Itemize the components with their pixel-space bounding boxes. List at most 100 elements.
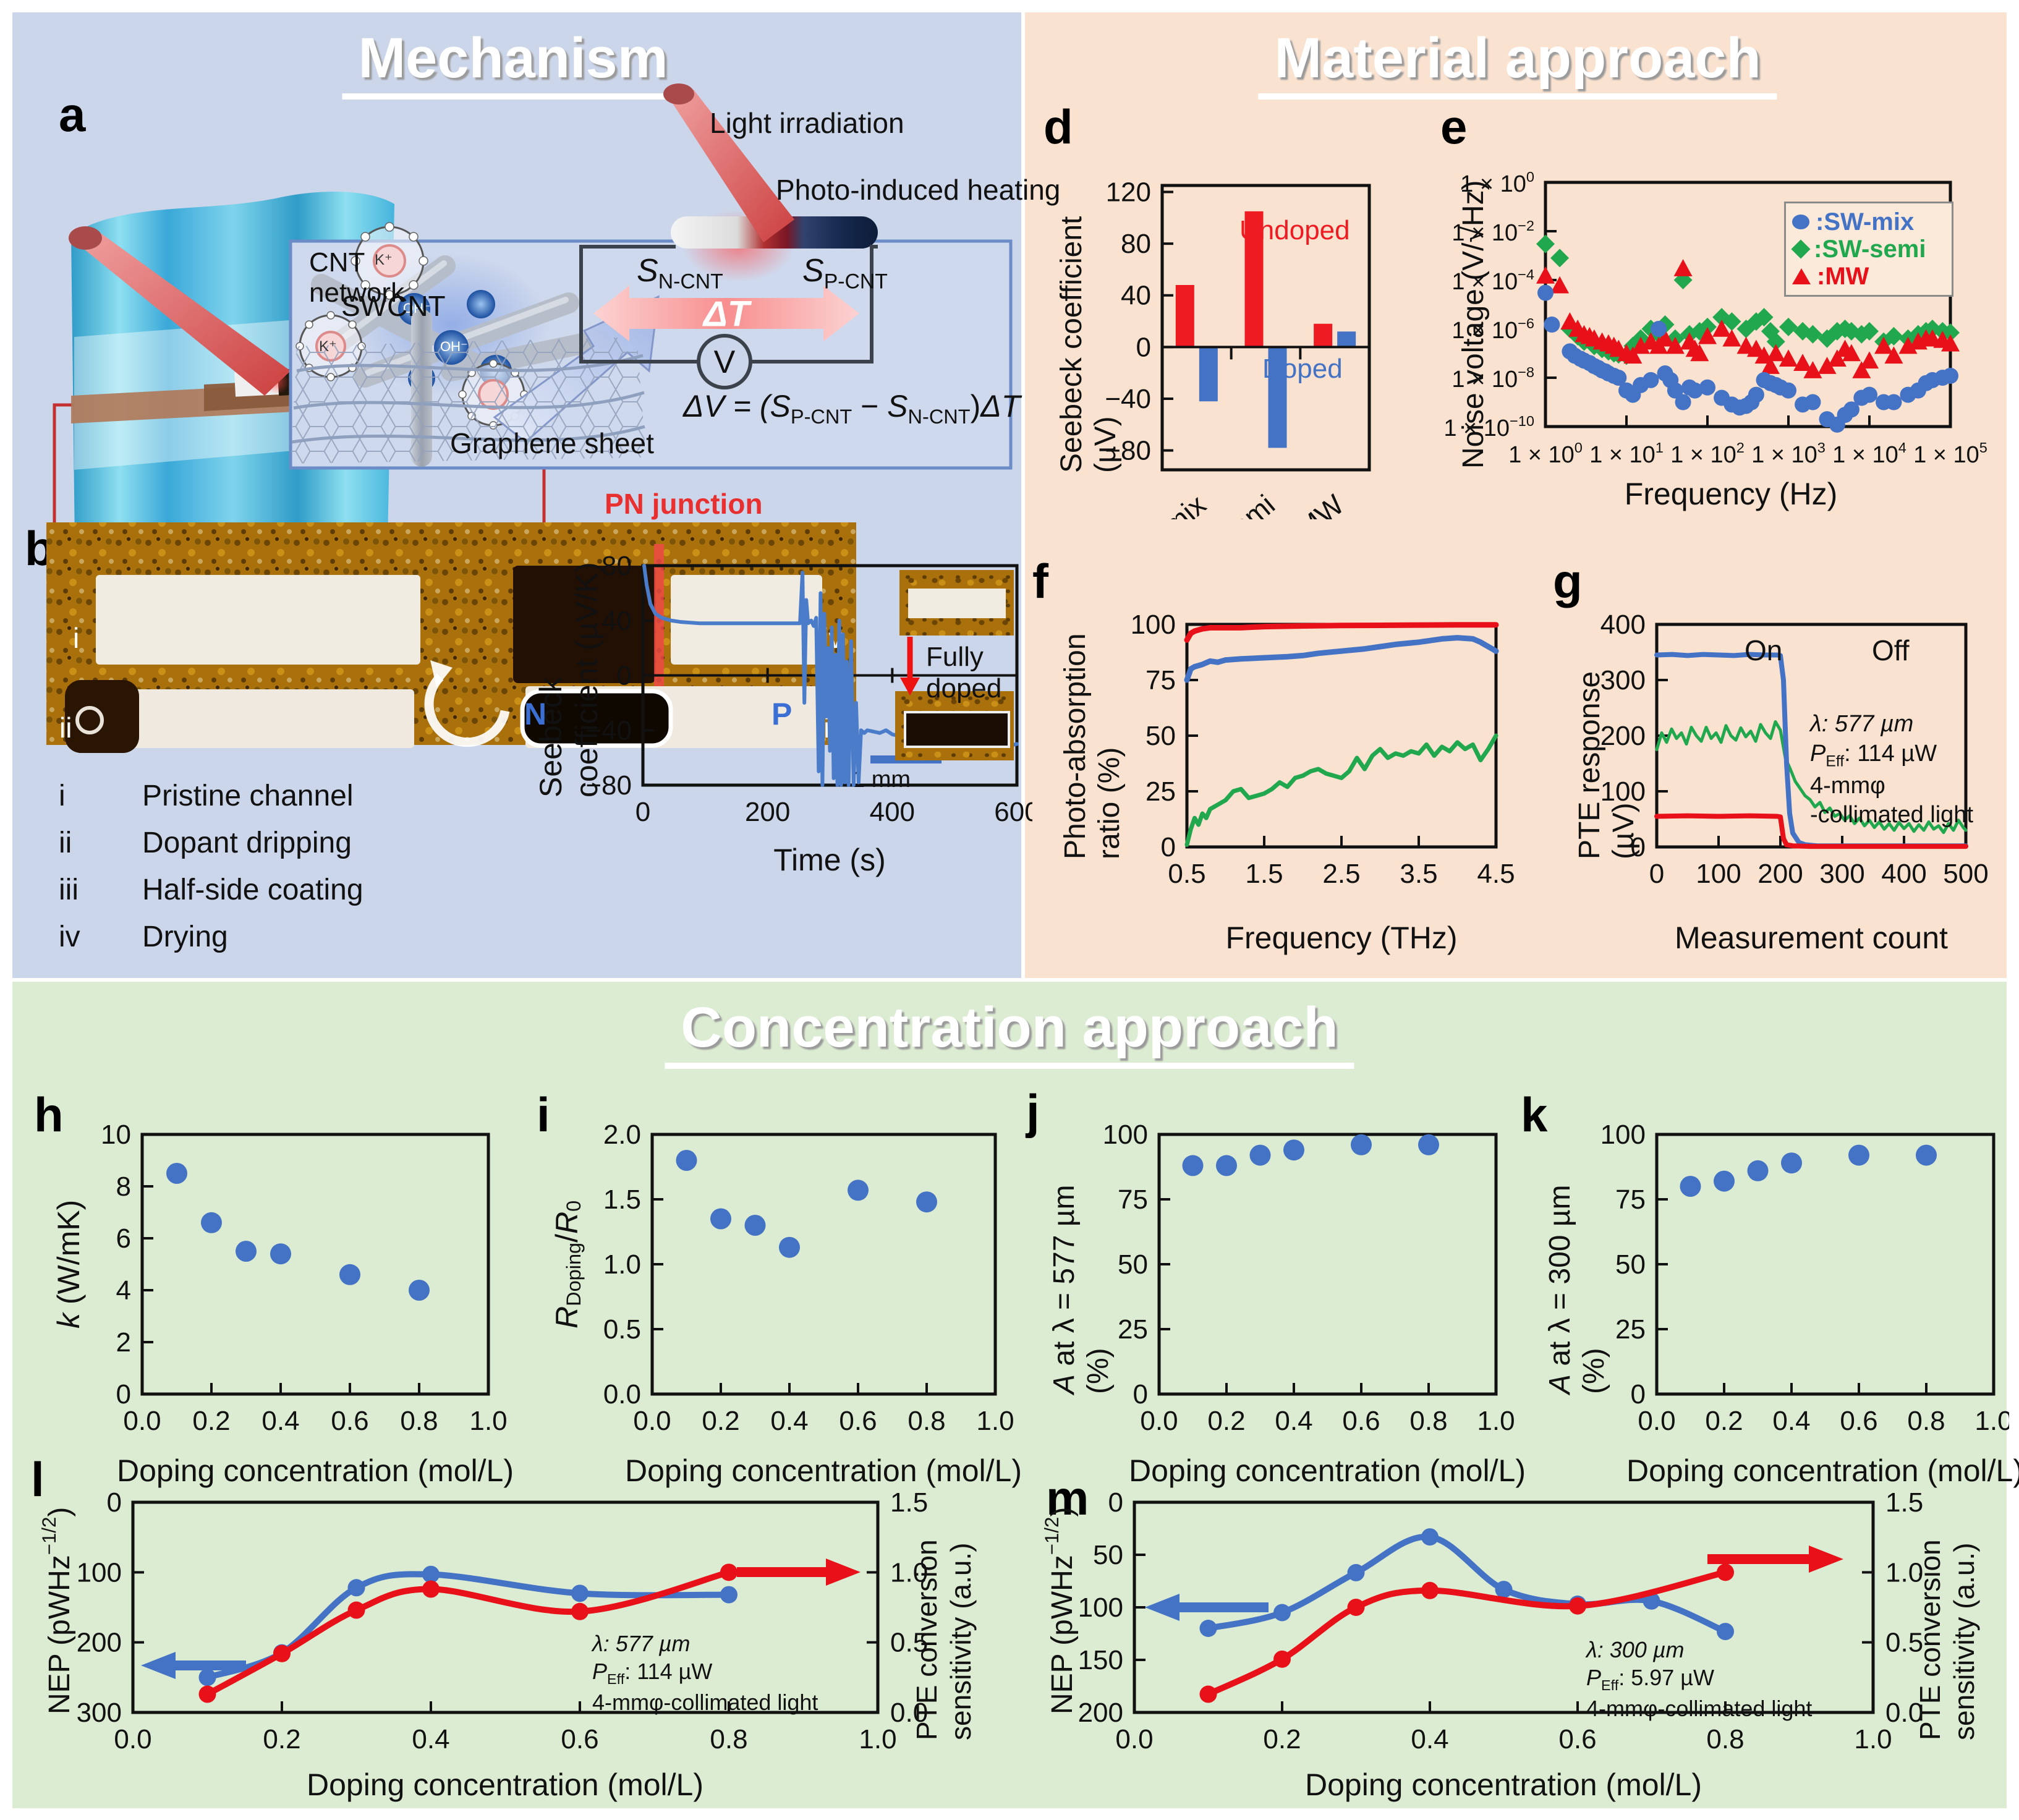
svg-text:1 × 100: 1 × 100	[1508, 440, 1583, 468]
svg-text:200: 200	[77, 1628, 122, 1658]
svg-text:200: 200	[1600, 721, 1646, 751]
svg-text:0: 0	[1133, 1379, 1148, 1410]
chart-f: 0.5 1.5 2.5 3.5 4.5 100 75 50 25 0	[1026, 544, 1539, 980]
svg-text:1 × 104: 1 × 104	[1832, 440, 1906, 468]
svg-text:1.5: 1.5	[603, 1184, 641, 1215]
j-ylabel: A at λ = 577 µm (%)	[1048, 1184, 1115, 1394]
svg-text:0: 0	[1649, 859, 1664, 889]
ion-k-label: K⁺	[375, 252, 393, 268]
svg-text:−40: −40	[585, 715, 632, 746]
panel-letter-d: d	[1044, 100, 1073, 154]
svg-text:10: 10	[101, 1120, 131, 1150]
svg-text:25: 25	[1615, 1314, 1646, 1345]
svg-text:100: 100	[1078, 1593, 1123, 1623]
fully-doped-label: Fully doped	[926, 642, 1002, 704]
svg-text:400: 400	[1600, 610, 1646, 640]
l-annotation: λ: 577 µm PEff: 114 µW 4-mmφ-collimated …	[592, 1631, 818, 1716]
step-ii-text: Dopant dripping	[142, 827, 352, 859]
svg-text:0.6: 0.6	[1840, 1406, 1877, 1436]
photo-mark-ii: ii	[59, 712, 72, 744]
svg-text:400: 400	[870, 797, 915, 827]
concentration-title: Concentration approach	[665, 995, 1354, 1069]
diamond-marker-icon	[1791, 239, 1811, 259]
svg-text:0: 0	[1136, 332, 1151, 362]
svg-text:0.6: 0.6	[331, 1406, 368, 1436]
svg-text:1 × 101: 1 × 101	[1589, 440, 1664, 468]
svg-text:600: 600	[994, 797, 1032, 827]
l-left-arrow	[141, 1652, 246, 1679]
svg-text:−40: −40	[1105, 384, 1151, 414]
c-ylabel: Seebeck coefficient (µV/K)	[533, 562, 604, 797]
l-xlabel: Doping concentration (mol/L)	[307, 1767, 703, 1802]
ion-k-label: K⁺	[319, 338, 337, 355]
svg-text:−80: −80	[1105, 436, 1151, 466]
svg-text:1.0: 1.0	[603, 1249, 641, 1280]
svg-text:100: 100	[1103, 1120, 1148, 1150]
svg-text:100: 100	[1600, 776, 1646, 807]
ion-oh-label: OH⁻	[403, 300, 431, 316]
photo-heating-label: Photo-induced heating	[776, 174, 1061, 206]
s-pcnt-label: SP-CNT	[802, 253, 888, 294]
legend-row-swmix: :SW-mix	[1792, 208, 1945, 236]
svg-text:1 × 10−6: 1 × 10−6	[1452, 315, 1534, 344]
svg-text:1.0: 1.0	[1974, 1406, 2009, 1436]
svg-text:100: 100	[1131, 610, 1176, 640]
legend-row-swsemi: :SW-semi	[1791, 236, 1945, 263]
svg-text:0: 0	[107, 1487, 122, 1518]
svg-text:1.0: 1.0	[469, 1406, 507, 1436]
svg-text:1.5: 1.5	[1245, 859, 1283, 889]
h-ylabel: k (W/mK)	[51, 1199, 86, 1329]
svg-text:1 × 105: 1 × 105	[1913, 440, 1987, 468]
svg-text:0.8: 0.8	[710, 1724, 747, 1754]
step-iv-num: iv	[59, 921, 80, 953]
svg-text:1 × 10−4: 1 × 10−4	[1452, 266, 1534, 295]
panel-letter-e: e	[1440, 100, 1468, 154]
k-xlabel: Doping concentration (mol/L)	[1626, 1453, 2019, 1488]
svg-text:−80: −80	[585, 770, 632, 801]
chart-i: 0.0 0.2 0.4 0.6 0.8 1.0 2.0 1.5 1.0 0.5 0.0	[519, 1051, 1014, 1462]
step-iii-num: iii	[59, 874, 79, 906]
step-i-text: Pristine channel	[142, 780, 354, 812]
svg-text:0.0: 0.0	[603, 1379, 641, 1410]
svg-text:0.0: 0.0	[123, 1406, 161, 1436]
svg-text:75: 75	[1615, 1184, 1646, 1215]
svg-text:1 × 102: 1 × 102	[1670, 440, 1745, 468]
triangle-marker-icon	[1792, 268, 1811, 284]
chart-l: 0.0 0.2 0.4 0.6 0.8 1.0 0 100 200 300 1.5 1.0 0.5 0.0	[19, 1440, 1008, 1814]
svg-text:1 × 10−10: 1 × 10−10	[1443, 413, 1534, 441]
svg-text:0: 0	[617, 661, 632, 691]
svg-text:50: 50	[1093, 1540, 1123, 1570]
half-coated-region	[520, 689, 673, 748]
svg-text:1.0: 1.0	[1854, 1724, 1892, 1754]
svg-text:50: 50	[1615, 1249, 1646, 1280]
m-ylabel-right: PTE conversion sensitivity (a.u.)	[1913, 1539, 1980, 1740]
svg-text:0.8: 0.8	[1706, 1724, 1744, 1754]
m-left-arrow	[1145, 1594, 1269, 1621]
svg-text:100: 100	[77, 1557, 122, 1588]
legend-row-mw: :MW	[1792, 263, 1945, 290]
svg-text:50: 50	[1146, 721, 1176, 751]
svg-text:0.8: 0.8	[907, 1406, 945, 1436]
panel-letter-k: k	[1521, 1087, 1548, 1142]
undoped-label: Undoped	[1239, 215, 1350, 245]
m-annotation: λ: 300 µm PEff: 5.97 µW 4-mmφ-collimated…	[1586, 1637, 1813, 1722]
delta-t-label: ΔT	[703, 294, 750, 334]
svg-text:1.0: 1.0	[890, 1557, 928, 1588]
j-xlabel: Doping concentration (mol/L)	[1129, 1453, 1526, 1488]
panel-letter-j: j	[1026, 1084, 1040, 1139]
panel-letter-f: f	[1032, 554, 1048, 608]
svg-text:1.0: 1.0	[1885, 1557, 1923, 1588]
svg-text:100: 100	[1600, 1120, 1646, 1150]
svg-text:40: 40	[1121, 281, 1151, 311]
svg-text:1 × 10−2: 1 × 10−2	[1452, 218, 1534, 246]
svg-text:200: 200	[1078, 1698, 1123, 1728]
svg-text:4: 4	[116, 1275, 131, 1306]
panel-letter-l: l	[31, 1452, 45, 1507]
cnt-network-label: CNT network	[309, 247, 405, 308]
c-xlabel: Time (s)	[773, 843, 886, 877]
doped-label: Doped	[1262, 354, 1343, 384]
m-xlabel: Doping concentration (mol/L)	[1305, 1767, 1702, 1802]
svg-text:0.0: 0.0	[633, 1406, 671, 1436]
channel-ii	[99, 689, 414, 748]
voltmeter-label: V	[713, 344, 736, 380]
